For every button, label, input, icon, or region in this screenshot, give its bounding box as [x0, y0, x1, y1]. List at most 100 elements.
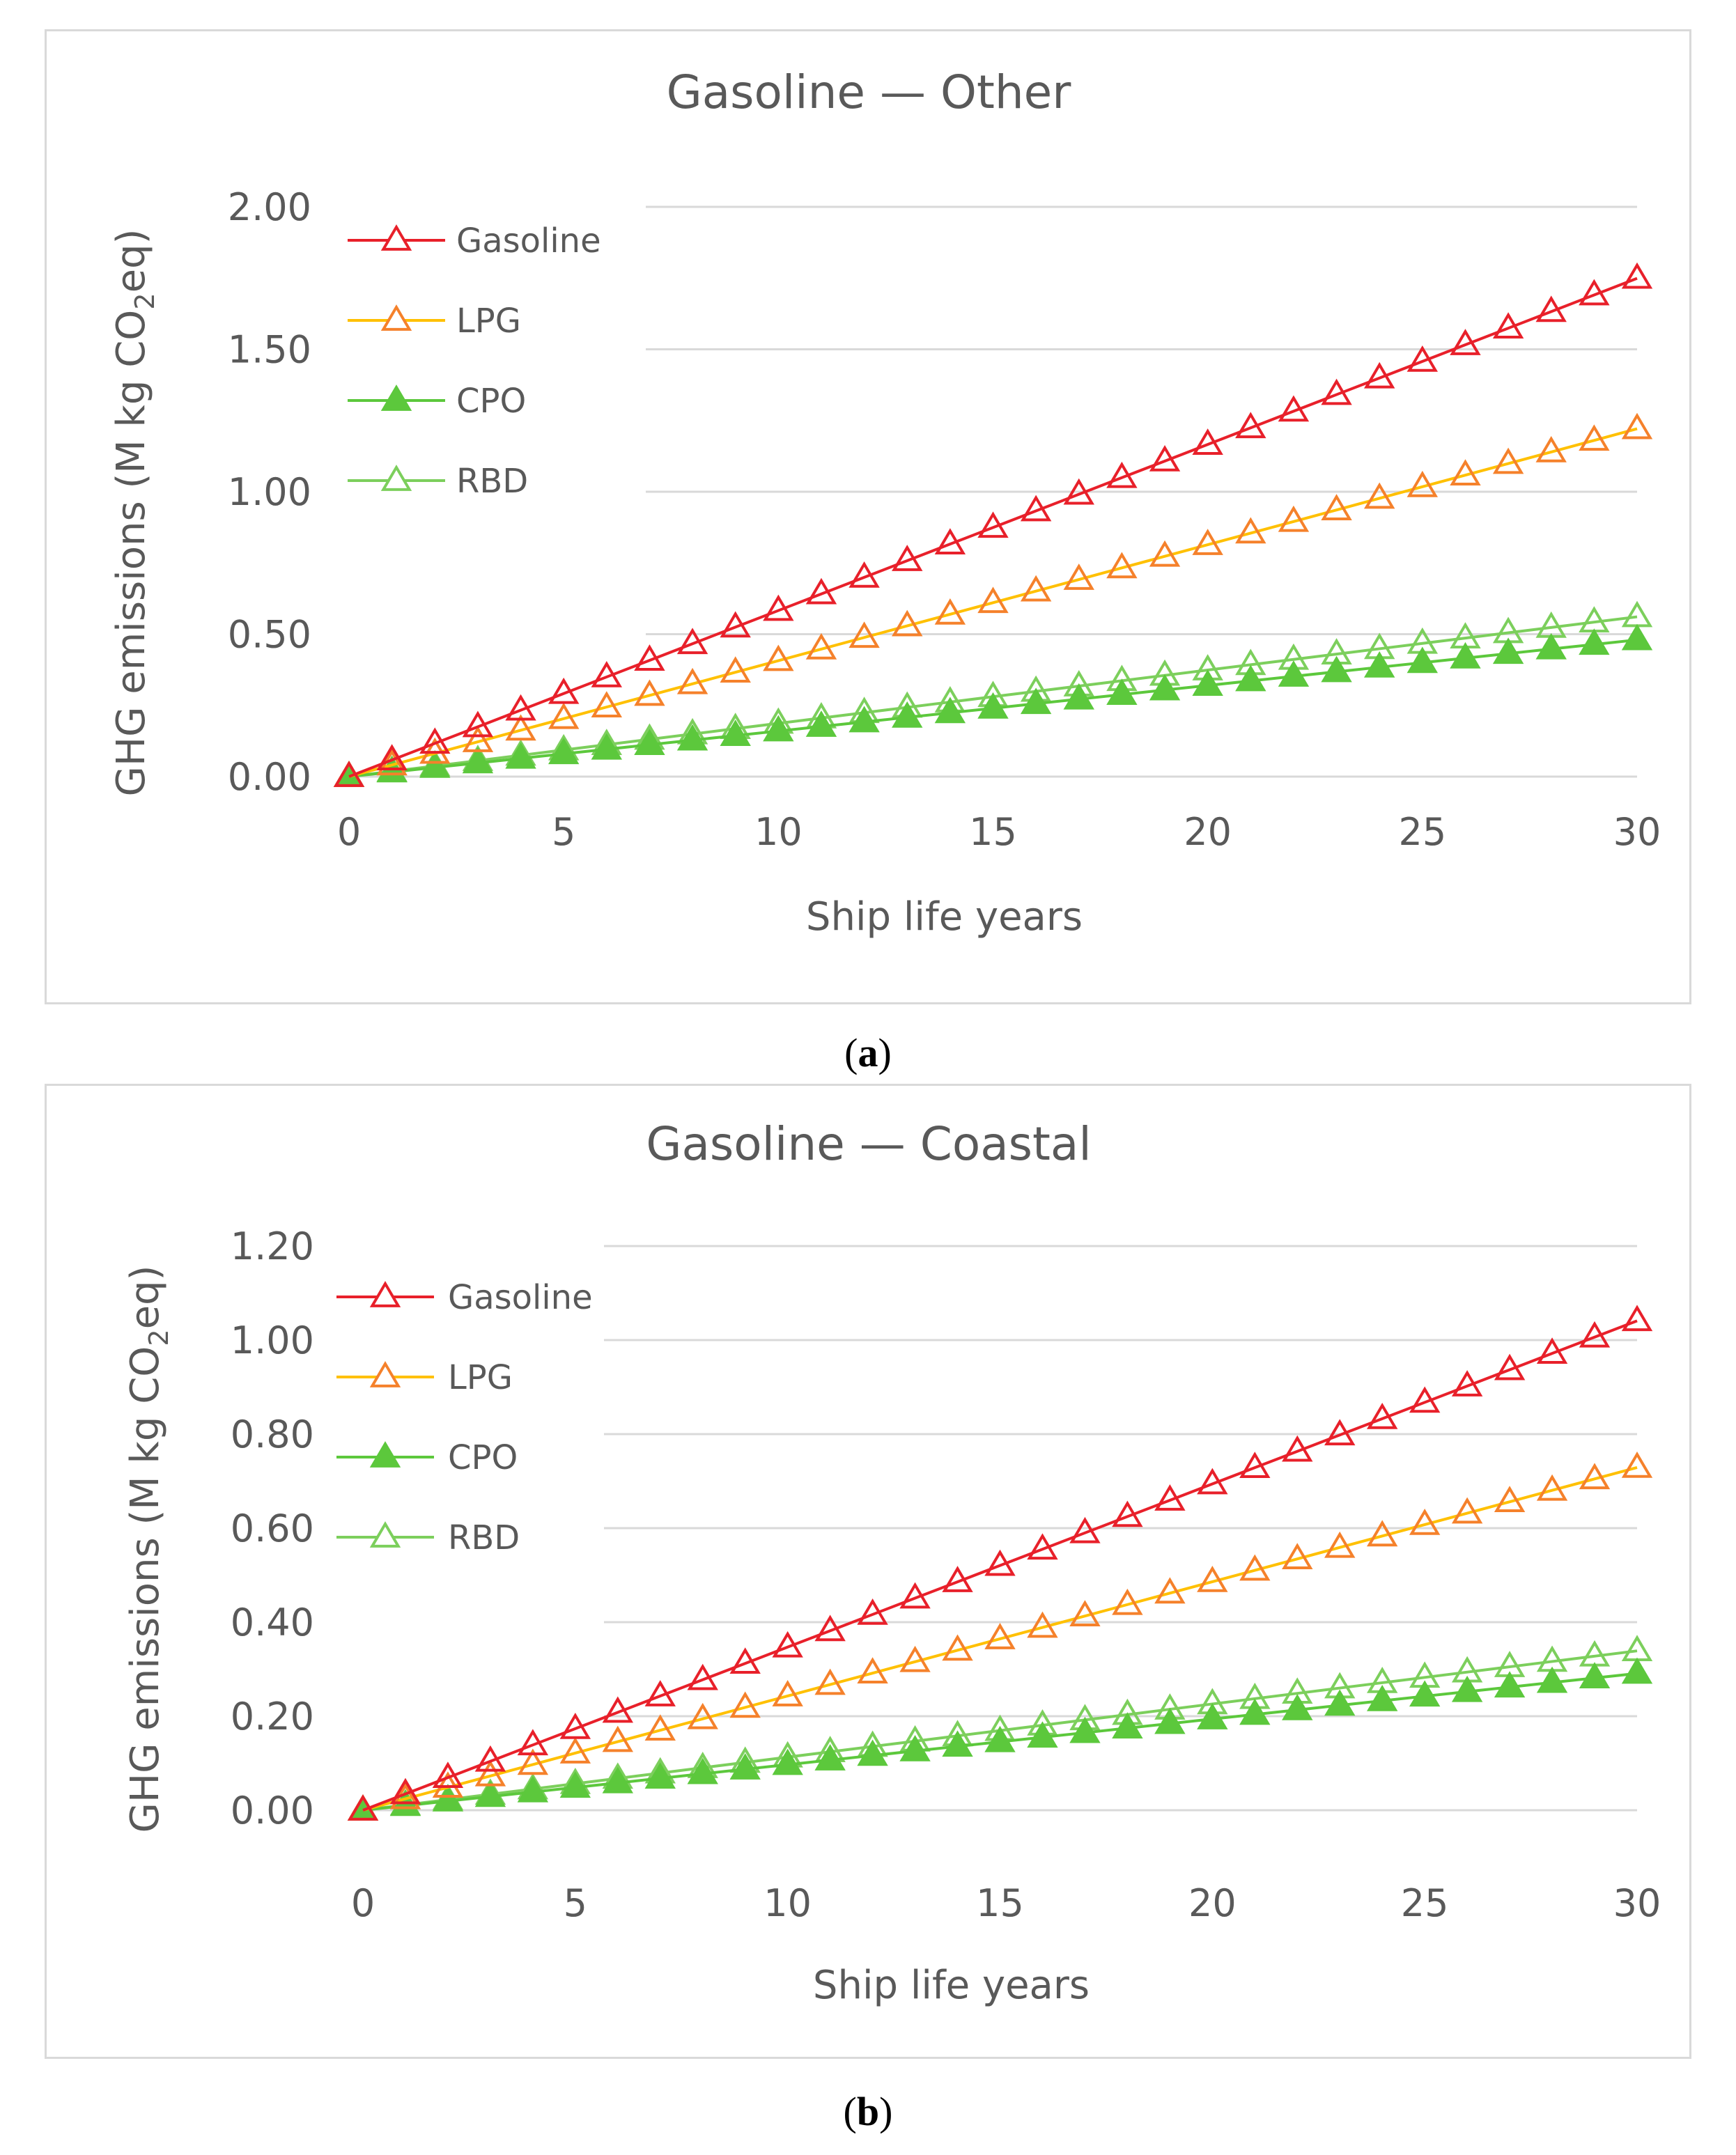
caption-a: (a) — [844, 1030, 892, 1075]
chart-a-ytick-label: 2.00 — [228, 185, 311, 229]
chart-a-point-cpo — [548, 738, 580, 765]
chart-b-point-cpo — [1112, 1712, 1143, 1738]
chart-b-point-cpo — [474, 1780, 506, 1807]
chart-a-point-cpo — [634, 729, 665, 756]
chart-a-ytick-label: 0.00 — [228, 755, 311, 799]
chart-b-point-gasoline — [687, 1663, 718, 1690]
chart-b-point-cpo — [729, 1753, 761, 1780]
chart-a-point-gasoline — [548, 677, 580, 704]
chart-a-point-gasoline — [1406, 345, 1439, 372]
chart-a-series-line-lpg — [348, 427, 1638, 778]
chart-a-point-gasoline — [1492, 312, 1524, 339]
chart-b-xtick-label: 25 — [1401, 1881, 1449, 1925]
chart-panel-a: Gasoline — Other 0.00 0.50 1.00 1.50 2.00 0 5 10… — [45, 29, 1691, 1004]
chart-a-xlabel: Ship life years — [806, 894, 1083, 940]
chart-b-point-gasoline — [1579, 1321, 1611, 1348]
chart-a-point-lpg — [505, 714, 536, 741]
chart-b-legend-marker-lpg — [369, 1361, 401, 1387]
chart-a-point-cpo — [848, 706, 880, 733]
chart-b-point-lpg — [517, 1748, 549, 1775]
chart-a-point-cpo — [505, 742, 536, 769]
chart-b-xtick-label: 10 — [764, 1881, 812, 1925]
chart-b-point-gasoline — [474, 1745, 506, 1772]
chart-b-point-cpo — [1324, 1689, 1356, 1716]
chart-a-point-cpo — [1450, 641, 1481, 669]
chart-a-point-gasoline — [1235, 412, 1266, 439]
chart-a-point-lpg — [1579, 424, 1610, 451]
chart-a-point-lpg — [1535, 435, 1567, 462]
chart-b-point-cpo — [559, 1771, 591, 1798]
chart-b-point-cpo — [1579, 1662, 1611, 1688]
chart-b-point-lpg — [899, 1645, 931, 1672]
chart-a-legend-marker-gasoline — [380, 224, 412, 251]
chart-a-point-cpo — [1192, 669, 1223, 696]
chart-a-point-gasoline — [720, 611, 751, 638]
chart-a-point-gasoline — [1579, 279, 1610, 306]
chart-a-ylabel-sub: 2 — [130, 293, 160, 309]
chart-b-point-cpo — [857, 1739, 888, 1766]
chart-a-point-lpg — [1020, 575, 1052, 602]
chart-a-point-lpg — [1364, 482, 1395, 509]
chart-b-point-gasoline — [772, 1631, 803, 1658]
chart-b-point-cpo — [1536, 1666, 1568, 1693]
chart-b-point-gasoline — [942, 1566, 973, 1592]
chart-a-point-cpo — [1579, 628, 1610, 655]
chart-b-point-lpg — [1282, 1543, 1313, 1569]
chart-b-point-gasoline — [517, 1729, 549, 1756]
chart-a-point-gasoline — [1192, 428, 1223, 455]
chart-b-point-gasoline — [729, 1647, 761, 1674]
chart-a-point-lpg — [1192, 529, 1223, 555]
chart-a-point-lpg — [1321, 494, 1352, 520]
chart-b-ytick-label: 1.20 — [231, 1224, 314, 1268]
chart-a-point-gasoline — [1621, 262, 1653, 289]
chart-b-point-lpg — [644, 1714, 676, 1741]
chart-b-point-lpg — [1579, 1463, 1611, 1490]
chart-a-ytick-label: 0.50 — [228, 613, 311, 657]
chart-a-point-cpo — [1106, 678, 1138, 706]
chart-a-point-lpg — [977, 586, 1009, 614]
chart-b-point-lpg — [559, 1737, 591, 1764]
chart-a-legend-label-lpg: LPG — [456, 302, 521, 341]
chart-b-point-cpo — [602, 1766, 633, 1794]
chart-b-point-cpo — [1154, 1707, 1186, 1734]
chart-b-point-cpo — [517, 1775, 549, 1803]
chart-b-point-cpo — [1239, 1698, 1271, 1725]
chart-b-point-lpg — [814, 1668, 846, 1695]
chart-a-point-gasoline — [848, 561, 880, 588]
chart-a-point-cpo — [591, 733, 622, 760]
chart-a-point-gasoline — [333, 761, 365, 787]
chart-b-legend-label-gasoline: Gasoline — [448, 1278, 593, 1317]
chart-a-point-gasoline — [1278, 395, 1310, 422]
chart-b-point-lpg — [984, 1623, 1016, 1649]
chart-b-point-gasoline — [1621, 1305, 1653, 1332]
chart-b-point-gasoline — [857, 1598, 888, 1625]
chart-a-xtick-label: 0 — [337, 810, 361, 854]
chart-b-point-lpg — [1367, 1520, 1398, 1547]
chart-b-point-cpo — [432, 1784, 464, 1812]
chart-b-point-cpo — [814, 1744, 846, 1771]
chart-a-point-cpo — [977, 692, 1009, 719]
chart-b-point-lpg — [1621, 1452, 1653, 1478]
chart-a-xtick-label: 5 — [552, 810, 575, 854]
chart-b-point-cpo — [772, 1748, 803, 1775]
chart-b-ylabel-main: GHG emissions (M kg CO — [123, 1346, 168, 1833]
chart-a-point-gasoline — [591, 661, 622, 687]
chart-a-point-gasoline — [634, 644, 665, 671]
chart-b-point-gasoline — [1451, 1370, 1483, 1397]
chart-a-point-lpg — [848, 621, 880, 648]
chart-a-point-lpg — [1621, 412, 1653, 439]
chart-b-point-gasoline — [1027, 1533, 1058, 1560]
chart-a-point-rbd — [1621, 600, 1653, 628]
chart-a-point-gasoline — [1063, 478, 1094, 505]
chart-b-title: Gasoline — Coastal — [646, 1117, 1091, 1171]
chart-b-point-cpo — [1197, 1703, 1228, 1729]
chart-b-point-gasoline — [1112, 1500, 1143, 1527]
chart-b-point-gasoline — [1197, 1468, 1228, 1495]
chart-b-point-cpo — [687, 1757, 718, 1784]
chart-b-ytick-label: 0.60 — [231, 1507, 314, 1550]
chart-a-point-cpo — [892, 701, 923, 728]
chart-b-point-gasoline — [984, 1549, 1016, 1576]
chart-b-point-lpg — [474, 1759, 506, 1787]
chart-b-ylabel-end: eq) — [123, 1266, 168, 1330]
chart-b-point-lpg — [772, 1680, 803, 1706]
